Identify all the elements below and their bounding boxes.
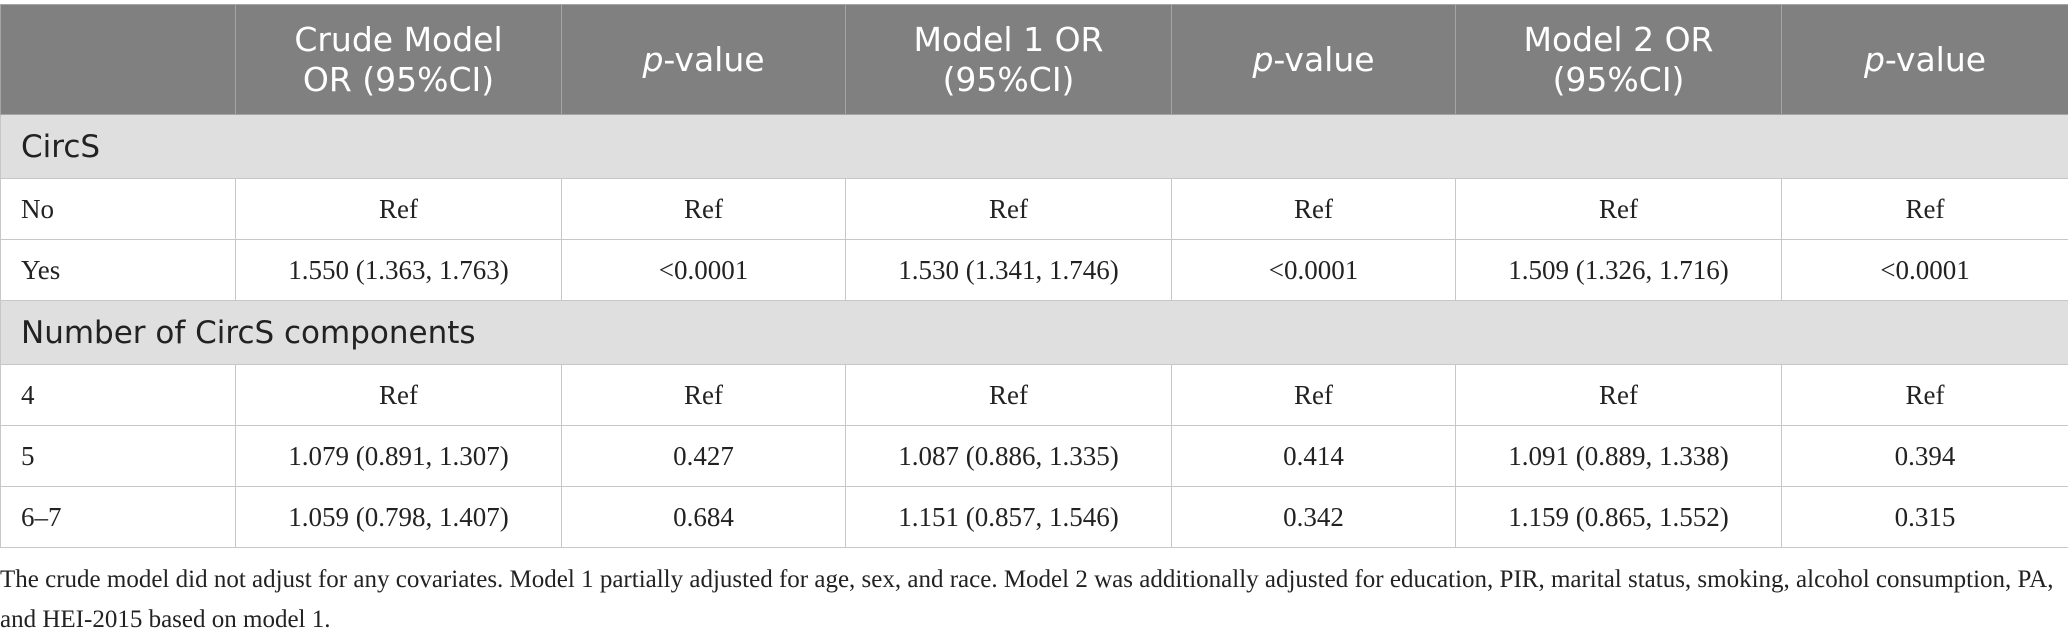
header-cell-blank	[0, 4, 236, 115]
table-row: 6–7 1.059 (0.798, 1.407) 0.684 1.151 (0.857…	[0, 486, 2068, 548]
table-row: No Ref Ref Ref Ref Ref Ref	[0, 178, 2068, 240]
header-p-value: p-value	[561, 4, 846, 115]
row-label: 5	[0, 425, 236, 487]
p-value-cell: Ref	[1171, 364, 1456, 426]
header-line: Crude Model	[294, 19, 503, 59]
p-value-cell: 0.394	[1781, 425, 2068, 487]
p-value-cell: <0.0001	[561, 239, 846, 301]
or-ci-cell: Ref	[235, 364, 562, 426]
or-ci-cell: Ref	[845, 178, 1172, 240]
header-line: (95%CI)	[942, 59, 1075, 99]
row-label: Yes	[0, 239, 236, 301]
header-line: OR (95%CI)	[302, 59, 495, 99]
table-row: Yes 1.550 (1.363, 1.763) <0.0001 1.530 (1.3…	[0, 239, 2068, 301]
table-body: CircS No Ref Ref Ref Ref Ref Ref Yes 1.550 (1.363…	[0, 114, 2068, 548]
or-ci-cell: 1.550 (1.363, 1.763)	[235, 239, 562, 301]
header-line: (95%CI)	[1552, 59, 1685, 99]
header-model2-or: Model 2 OR (95%CI)	[1455, 4, 1782, 115]
or-ci-cell: Ref	[1455, 364, 1782, 426]
p-value-cell: 0.684	[561, 486, 846, 548]
header-p-value: p-value	[1781, 4, 2068, 115]
or-ci-cell: 1.059 (0.798, 1.407)	[235, 486, 562, 548]
table-header: Crude Model OR (95%CI) p-value Model 1 O…	[0, 4, 2068, 115]
p-value-cell: 0.414	[1171, 425, 1456, 487]
table-footnote: The crude model did not adjust for any c…	[0, 566, 2054, 633]
table-row: 5 1.079 (0.891, 1.307) 0.427 1.087 (0.886, …	[0, 425, 2068, 487]
header-line: Model 1 OR	[913, 19, 1104, 59]
section-row: Number of CircS components	[0, 300, 2068, 365]
p-italic: p	[1252, 39, 1274, 79]
p-value-cell: 0.315	[1781, 486, 2068, 548]
p-suffix: -value	[1273, 39, 1375, 79]
header-p-value: p-value	[1171, 4, 1456, 115]
table-row: 4 Ref Ref Ref Ref Ref Ref	[0, 364, 2068, 426]
or-ci-cell: 1.509 (1.326, 1.716)	[1455, 239, 1782, 301]
row-label: 4	[0, 364, 236, 426]
p-value-cell: Ref	[561, 364, 846, 426]
p-value-cell: Ref	[1781, 364, 2068, 426]
or-ci-cell: Ref	[1455, 178, 1782, 240]
section-row: CircS	[0, 114, 2068, 179]
section-title: Number of CircS components	[0, 300, 2068, 365]
odds-ratio-table: Crude Model OR (95%CI) p-value Model 1 O…	[0, 4, 2068, 548]
or-ci-cell: 1.159 (0.865, 1.552)	[1455, 486, 1782, 548]
results-table-container: Crude Model OR (95%CI) p-value Model 1 O…	[0, 4, 2068, 548]
or-ci-cell: 1.091 (0.889, 1.338)	[1455, 425, 1782, 487]
header-line: Model 2 OR	[1523, 19, 1714, 59]
or-ci-cell: 1.079 (0.891, 1.307)	[235, 425, 562, 487]
p-value-cell: Ref	[561, 178, 846, 240]
p-value-cell: Ref	[1781, 178, 2068, 240]
p-italic: p	[642, 39, 664, 79]
header-crude-or: Crude Model OR (95%CI)	[235, 4, 562, 115]
or-ci-cell: Ref	[235, 178, 562, 240]
row-label: 6–7	[0, 486, 236, 548]
header-row: Crude Model OR (95%CI) p-value Model 1 O…	[0, 4, 2068, 115]
p-suffix: -value	[1884, 39, 1987, 79]
p-suffix: -value	[663, 39, 765, 79]
or-ci-cell: 1.087 (0.886, 1.335)	[845, 425, 1172, 487]
p-value-cell: 0.427	[561, 425, 846, 487]
header-model1-or: Model 1 OR (95%CI)	[845, 4, 1172, 115]
p-value-cell: <0.0001	[1171, 239, 1456, 301]
or-ci-cell: 1.151 (0.857, 1.546)	[845, 486, 1172, 548]
p-value-cell: <0.0001	[1781, 239, 2068, 301]
p-italic: p	[1863, 39, 1885, 79]
or-ci-cell: 1.530 (1.341, 1.746)	[845, 239, 1172, 301]
section-title: CircS	[0, 114, 2068, 179]
p-value-cell: Ref	[1171, 178, 1456, 240]
or-ci-cell: Ref	[845, 364, 1172, 426]
p-value-cell: 0.342	[1171, 486, 1456, 548]
row-label: No	[0, 178, 236, 240]
